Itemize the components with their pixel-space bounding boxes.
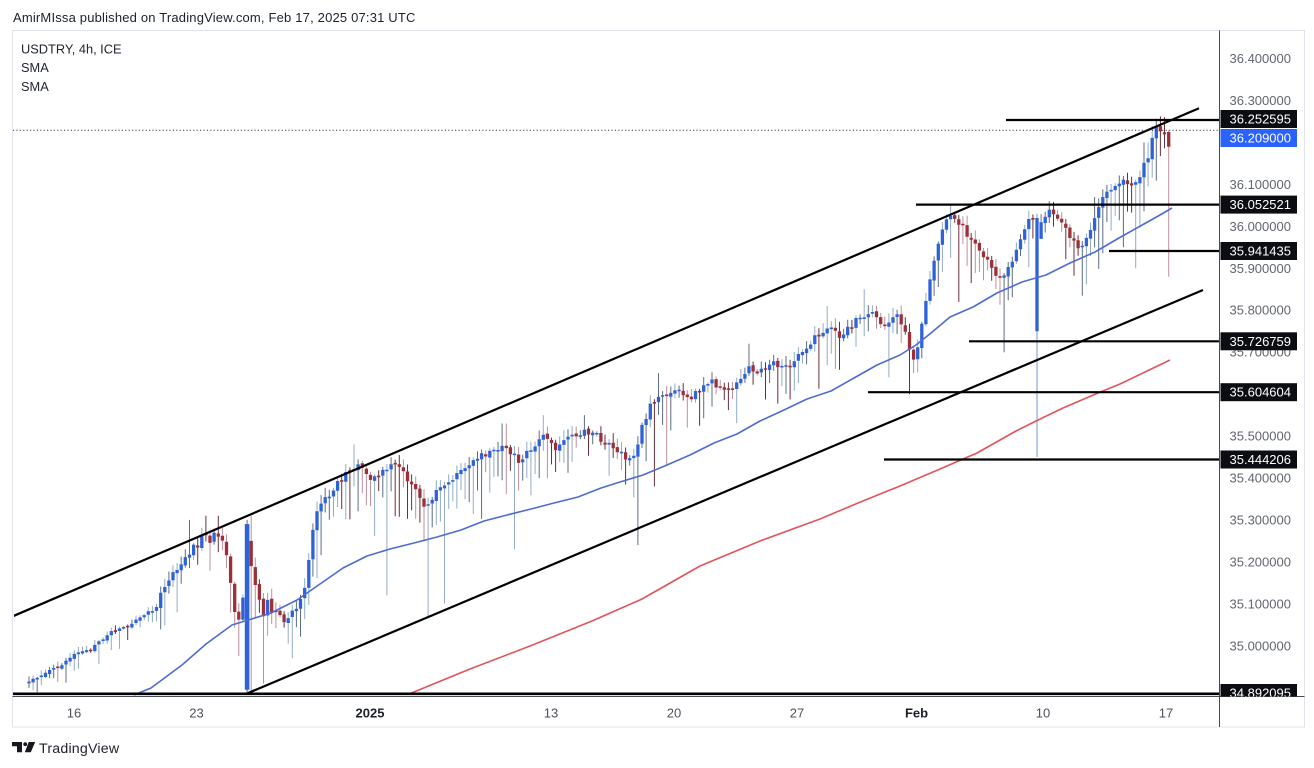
svg-text:17: 17 bbox=[1159, 706, 1173, 721]
svg-text:36.252595: 36.252595 bbox=[1230, 112, 1291, 127]
svg-text:16: 16 bbox=[67, 706, 81, 721]
svg-text:35.400000: 35.400000 bbox=[1230, 471, 1291, 486]
svg-text:35.000000: 35.000000 bbox=[1230, 638, 1291, 653]
svg-text:36.300000: 36.300000 bbox=[1230, 93, 1291, 108]
svg-text:10: 10 bbox=[1036, 706, 1050, 721]
svg-text:20: 20 bbox=[667, 706, 681, 721]
svg-text:35.300000: 35.300000 bbox=[1230, 512, 1291, 527]
svg-text:SMA: SMA bbox=[21, 79, 49, 94]
svg-text:36.209000: 36.209000 bbox=[1230, 131, 1291, 146]
svg-text:13: 13 bbox=[544, 706, 558, 721]
svg-text:SMA: SMA bbox=[21, 60, 49, 75]
svg-text:36.100000: 36.100000 bbox=[1230, 177, 1291, 192]
svg-text:34.892095: 34.892095 bbox=[1230, 686, 1291, 701]
svg-text:36.400000: 36.400000 bbox=[1230, 51, 1291, 66]
svg-text:36.000000: 36.000000 bbox=[1230, 219, 1291, 234]
svg-text:35.500000: 35.500000 bbox=[1230, 429, 1291, 444]
svg-text:23: 23 bbox=[189, 706, 203, 721]
svg-text:USDTRY, 4h, ICE: USDTRY, 4h, ICE bbox=[21, 42, 122, 57]
svg-text:36.052521: 36.052521 bbox=[1230, 197, 1291, 212]
svg-text:Feb: Feb bbox=[905, 706, 928, 721]
svg-text:35.604604: 35.604604 bbox=[1230, 385, 1291, 400]
svg-text:35.444206: 35.444206 bbox=[1230, 452, 1291, 467]
svg-text:35.200000: 35.200000 bbox=[1230, 554, 1291, 569]
svg-text:35.726759: 35.726759 bbox=[1230, 334, 1291, 349]
svg-text:27: 27 bbox=[790, 706, 804, 721]
svg-text:35.100000: 35.100000 bbox=[1230, 596, 1291, 611]
svg-text:2025: 2025 bbox=[356, 706, 385, 721]
svg-text:35.900000: 35.900000 bbox=[1230, 261, 1291, 276]
svg-text:35.800000: 35.800000 bbox=[1230, 303, 1291, 318]
svg-text:35.941435: 35.941435 bbox=[1230, 244, 1291, 259]
